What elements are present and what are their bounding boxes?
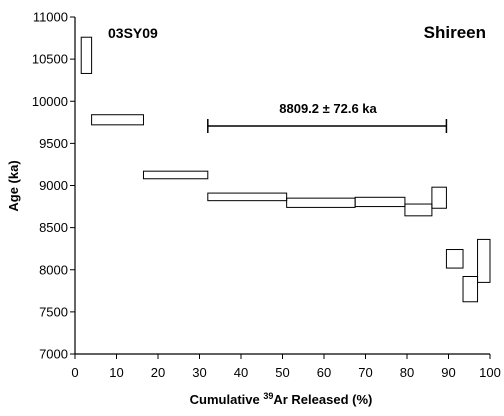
x-axis-title: Cumulative 39Ar Released (%) bbox=[190, 391, 373, 407]
y-tick-label: 9000 bbox=[39, 178, 68, 193]
age-step-box bbox=[80, 36, 93, 74]
age-step-box bbox=[207, 192, 288, 202]
y-tick-label: 7500 bbox=[39, 304, 68, 319]
age-step-box bbox=[286, 197, 356, 208]
plateau-marker bbox=[207, 119, 448, 133]
x-tick-label: 30 bbox=[192, 365, 206, 380]
x-axis-title-prefix: Cumulative bbox=[190, 392, 264, 407]
sample-label: 03SY09 bbox=[108, 25, 158, 41]
y-tick-label: 10000 bbox=[32, 94, 68, 109]
y-tick-label: 9500 bbox=[39, 136, 68, 151]
age-step-box bbox=[142, 170, 209, 180]
y-axis-title: Age (ka) bbox=[6, 160, 21, 211]
x-tick-label: 0 bbox=[71, 365, 78, 380]
x-tick-label: 20 bbox=[151, 365, 165, 380]
age-steps bbox=[80, 36, 491, 303]
x-axis-title-suffix: Ar Released (%) bbox=[273, 392, 372, 407]
y-tick-label: 8000 bbox=[39, 262, 68, 277]
y-tick-label: 11000 bbox=[33, 10, 68, 25]
age-step-box bbox=[354, 196, 406, 208]
age-step-box bbox=[91, 114, 144, 126]
plateau-age-label: 8809.2 ± 72.6 ka bbox=[279, 101, 377, 116]
age-step-box bbox=[462, 275, 479, 303]
x-tick-label: 90 bbox=[441, 365, 455, 380]
x-tick-label: 60 bbox=[317, 365, 331, 380]
y-tick-label: 7000 bbox=[39, 347, 68, 362]
x-tick-label: 10 bbox=[109, 365, 123, 380]
x-tick-label: 70 bbox=[358, 365, 372, 380]
age-step-box bbox=[404, 203, 433, 217]
x-tick-label: 80 bbox=[400, 365, 414, 380]
x-tick-label: 50 bbox=[275, 365, 289, 380]
y-tick-label: 10500 bbox=[32, 52, 68, 67]
age-step-box bbox=[445, 249, 464, 269]
age-step-box bbox=[477, 238, 491, 283]
x-axis-title-superscript: 39 bbox=[263, 391, 273, 401]
x-tick-label: 100 bbox=[479, 365, 501, 380]
age-step-box bbox=[431, 186, 447, 209]
x-tick-label: 40 bbox=[234, 365, 248, 380]
axes bbox=[74, 17, 490, 355]
ticks: 7000750080008500900095001000010500110000… bbox=[32, 10, 501, 381]
y-tick-label: 8500 bbox=[39, 220, 68, 235]
site-label: Shireen bbox=[424, 23, 486, 42]
